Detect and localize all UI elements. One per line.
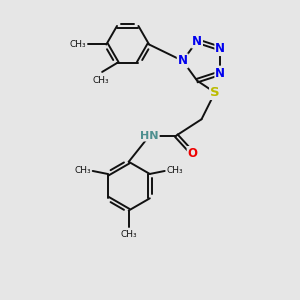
Text: CH₃: CH₃ <box>166 167 183 176</box>
Text: N: N <box>178 54 188 67</box>
Text: S: S <box>210 86 220 99</box>
Text: O: O <box>188 147 198 160</box>
Text: CH₃: CH₃ <box>120 230 137 239</box>
Text: CH₃: CH₃ <box>75 167 91 176</box>
Text: HN: HN <box>140 130 159 141</box>
Text: N: N <box>192 34 202 47</box>
Text: CH₃: CH₃ <box>70 40 86 49</box>
Text: CH₃: CH₃ <box>92 76 109 85</box>
Text: N: N <box>215 67 225 80</box>
Text: N: N <box>215 42 225 55</box>
